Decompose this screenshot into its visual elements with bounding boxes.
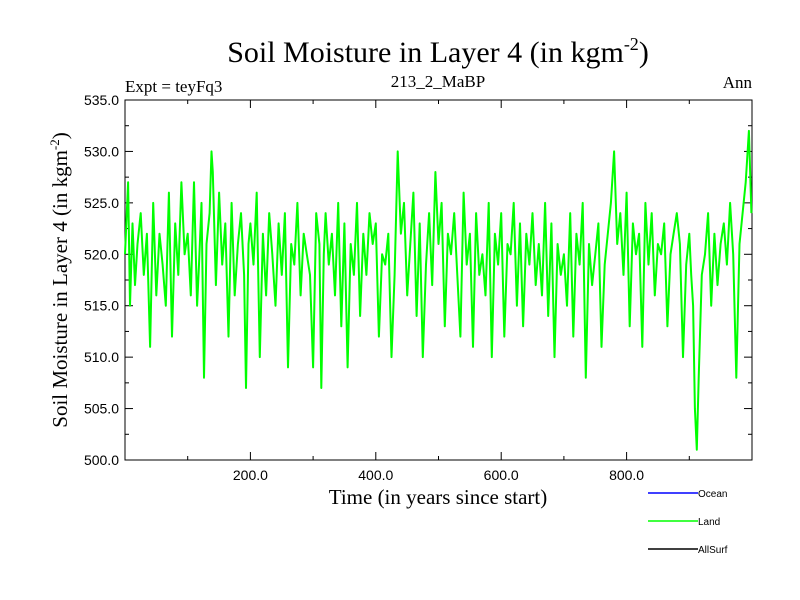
experiment-label: Expt = teyFq3 <box>125 77 222 96</box>
x-axis: 200.0 400.0 600.0 800.0 <box>187 100 690 483</box>
x-tick-label: 400.0 <box>358 467 393 483</box>
legend-label-land: Land <box>698 517 720 528</box>
plot-area <box>124 99 753 461</box>
y-tick-label: 505.0 <box>84 401 119 417</box>
series-layer <box>124 129 753 451</box>
run-label: 213_2_MaBP <box>391 72 485 91</box>
legend: Ocean Land AllSurf <box>648 489 728 556</box>
x-axis-label: Time (in years since start) <box>329 485 548 509</box>
y-tick-label: 520.0 <box>84 246 119 262</box>
chart-title: Soil Moisture in Layer 4 (in kgm-2) <box>227 34 649 69</box>
y-tick-label: 530.0 <box>84 143 119 159</box>
y-tick-label: 500.0 <box>84 452 119 468</box>
x-tick-label: 600.0 <box>484 467 519 483</box>
period-label: Ann <box>723 73 753 92</box>
y-tick-label: 525.0 <box>84 195 119 211</box>
y-axis: 500.0 505.0 510.0 515.0 520.0 525.0 530.0 535.0 <box>84 92 752 468</box>
y-tick-label: 515.0 <box>84 298 119 314</box>
x-tick-label: 800.0 <box>609 467 644 483</box>
legend-label-ocean: Ocean <box>698 489 727 500</box>
legend-label-allsurf: AllSurf <box>698 545 728 556</box>
y-tick-label: 510.0 <box>84 349 119 365</box>
series-line-land <box>124 129 753 451</box>
y-tick-label: 535.0 <box>84 92 119 108</box>
y-axis-label: Soil Moisture in Layer 4 (in kgm-2) <box>47 132 72 427</box>
x-tick-label: 200.0 <box>233 467 268 483</box>
